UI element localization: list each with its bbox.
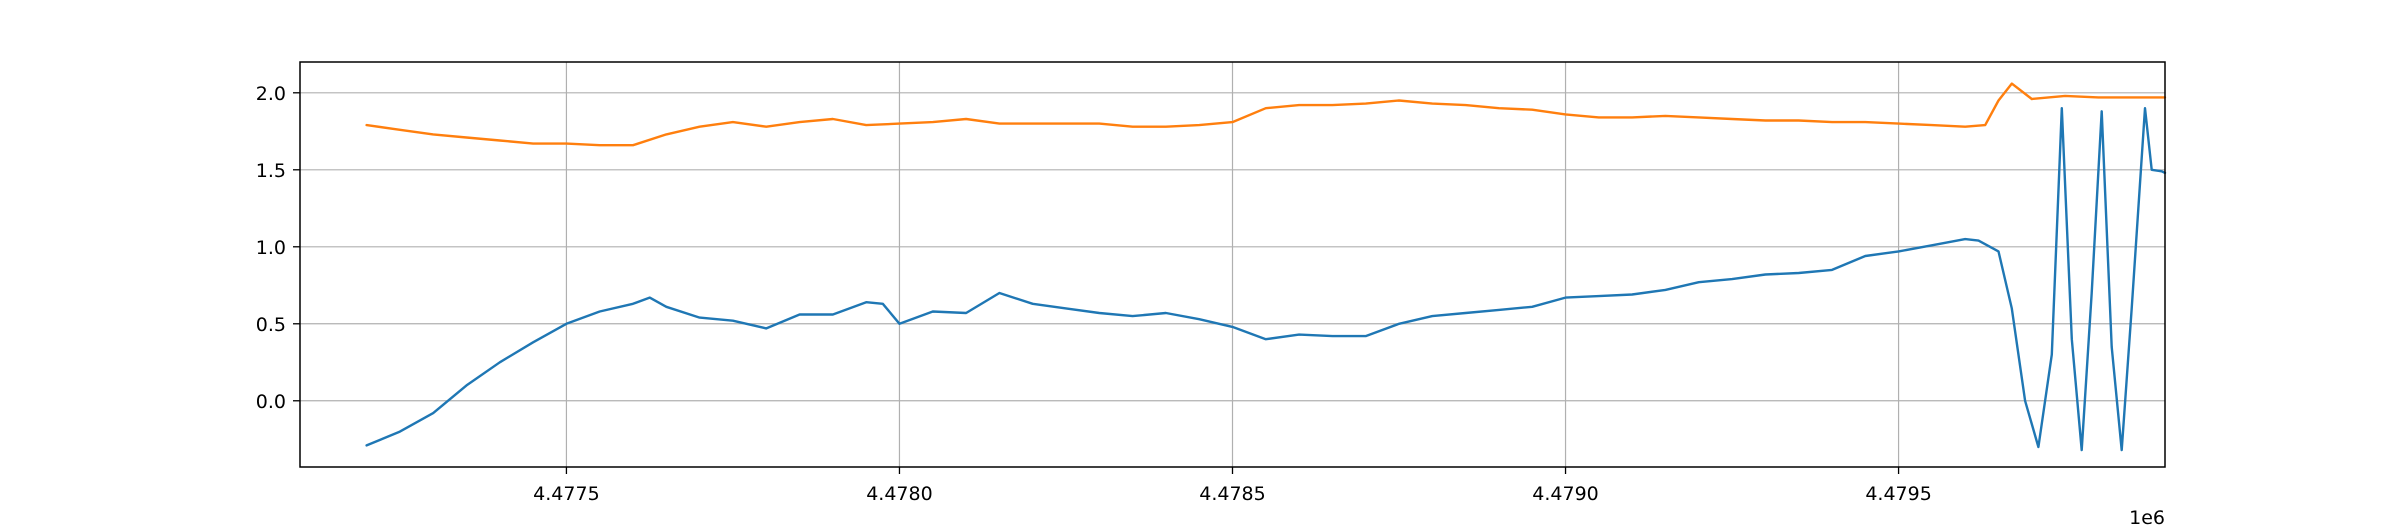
tick-layer: 4.4775 4.4780 4.4785 4.4790 4.4795 0.0 0.5 1.0 1… [256, 83, 1932, 505]
series-line-0 [365, 106, 2167, 452]
series-layer [365, 82, 2167, 452]
series-line-1 [365, 82, 2167, 147]
y-tick-label-3: 1.5 [256, 160, 286, 182]
grid-layer [300, 62, 2165, 467]
x-tick-label-2: 4.4785 [1199, 483, 1265, 505]
y-tick-label-1: 0.5 [256, 314, 286, 336]
y-tick-label-2: 1.0 [256, 237, 286, 259]
x-axis-offset-label: 1e6 [2129, 507, 2165, 525]
x-tick-label-1: 4.4780 [866, 483, 932, 505]
x-tick-label-0: 4.4775 [533, 483, 599, 505]
x-tick-label-4: 4.4795 [1865, 483, 1931, 505]
y-tick-label-4: 2.0 [256, 83, 286, 105]
y-tick-label-0: 0.0 [256, 391, 286, 413]
x-tick-label-3: 4.4790 [1532, 483, 1598, 505]
